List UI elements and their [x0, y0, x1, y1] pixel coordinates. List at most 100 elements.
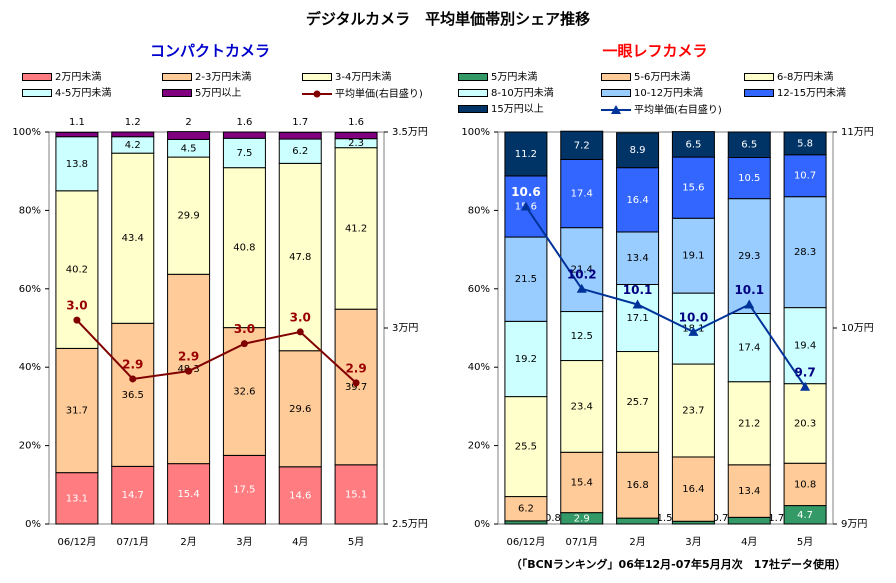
compact-bar-segment: [55, 472, 99, 525]
slr-data-label: 4.7: [797, 510, 813, 521]
legend-item: 5万円未満: [458, 72, 537, 84]
legend-swatch: [302, 73, 332, 81]
slr-avg-price-point: [688, 326, 699, 336]
legend-label: 6-8万円未満: [777, 72, 834, 83]
legend-swatch: [22, 89, 52, 97]
legend-item: 3-4万円未満: [302, 72, 391, 84]
compact-data-label: 1.2: [125, 117, 141, 128]
legend-swatch: [162, 73, 192, 81]
slr-data-label: 16.8: [626, 480, 648, 491]
legend-label: 12-15万円未満: [777, 88, 847, 99]
compact-bar-segment: [222, 131, 266, 139]
legend-item: 6-8万円未満: [744, 72, 833, 84]
compact-y2-tick-label: 2.5万円: [392, 519, 428, 530]
compact-data-label: 14.7: [122, 490, 144, 501]
compact-data-label: 1.6: [348, 117, 364, 128]
compact-avg-price-label: 2.9: [122, 357, 143, 371]
compact-bar-segment: [222, 137, 266, 169]
slr-data-label: 21.2: [738, 418, 760, 429]
slr-x-tick-label: 3月: [685, 536, 701, 548]
legend-swatch: [22, 73, 52, 81]
legend-line-marker: [302, 90, 332, 98]
slr-bar-segment: [616, 167, 660, 233]
compact-data-label: 1.1: [69, 117, 85, 128]
compact-avg-price-label: 2.9: [345, 361, 366, 375]
slr-x-tick-label: 07/1月: [566, 536, 598, 548]
slr-bar-segment: [727, 464, 771, 518]
slr-data-label: 19.1: [682, 251, 704, 262]
compact-bar-segment: [278, 162, 322, 352]
slr-data-label: 7.2: [574, 140, 590, 151]
slr-data-label: 29.3: [738, 251, 760, 262]
compact-plot-area: [48, 131, 385, 525]
slr-data-label: 23.7: [682, 406, 704, 417]
slr-bar-segment: [616, 132, 660, 169]
compact-bar-segment: [111, 322, 155, 467]
slr-y-tick-label: 80%: [468, 205, 490, 216]
legend-item: 5万円以上: [162, 88, 241, 100]
compact-bar-segment: [111, 152, 155, 324]
slr-data-label: 25.7: [626, 397, 648, 408]
slr-data-label: 6.2: [518, 504, 534, 515]
compact-bar-segment: [111, 131, 155, 138]
compact-x-tick-label: 5月: [348, 536, 364, 548]
compact-bar-segment: [167, 131, 211, 140]
compact-y-tick-label: 40%: [19, 362, 41, 373]
slr-avg-price-point: [800, 381, 811, 391]
slr-data-label: 15.6: [682, 183, 704, 194]
compact-y-tick-label: 100%: [12, 127, 41, 138]
compact-bar-segment: [278, 131, 322, 140]
compact-data-label: 13.1: [66, 493, 88, 504]
slr-data-label: 13.4: [626, 253, 648, 264]
slr-bar-segment: [504, 236, 548, 322]
slr-bar-segment: [783, 131, 827, 156]
compact-y-tick-label: 20%: [19, 441, 41, 452]
compact-avg-price-point: [129, 375, 137, 383]
slr-bar-segment: [504, 396, 548, 498]
legend-swatch: [601, 89, 631, 97]
slr-y-tick-label: 20%: [468, 441, 490, 452]
legend-label: 2万円未満: [55, 72, 102, 83]
compact-data-label: 32.6: [233, 387, 255, 398]
compact-data-label: 40.8: [233, 243, 255, 254]
compact-data-label: 29.6: [289, 404, 311, 415]
slr-bar-segment: [727, 156, 771, 200]
slr-data-label: 6.5: [741, 140, 757, 151]
slr-y-tick-label: 100%: [461, 127, 490, 138]
compact-avg-price-point: [296, 328, 304, 336]
compact-avg-price-label: 3.0: [234, 322, 255, 336]
compact-bar-segment: [55, 347, 99, 474]
compact-avg-price-point: [185, 367, 193, 375]
compact-y-tick-label: 0%: [25, 519, 41, 530]
slr-avg-price-label: 9.7: [794, 365, 815, 379]
compact-chart-subtitle: コンパクトカメラ: [149, 42, 270, 60]
slr-bar-segment: [783, 462, 827, 507]
compact-bar-segment: [167, 463, 211, 525]
legend-label: 3-4万円未満: [335, 72, 392, 83]
slr-y2-tick-label: 9万円: [841, 519, 867, 530]
slr-data-label: 16.4: [682, 484, 704, 495]
compact-data-label: 4.5: [181, 143, 197, 154]
compact-data-label: 39.7: [345, 382, 367, 393]
slr-avg-price-point: [632, 299, 643, 309]
compact-data-label: 4.2: [125, 140, 141, 151]
compact-bar-segment: [55, 131, 99, 138]
slr-x-tick-label: 06/12月: [507, 536, 546, 548]
slr-bar-segment: [616, 517, 660, 525]
compact-bar-segment: [222, 167, 266, 329]
slr-bar-segment: [504, 320, 548, 398]
legend-item: 2万円未満: [22, 72, 101, 84]
slr-bar-segment: [727, 516, 771, 525]
compact-legend: 2万円未満 2-3万円未満 3-4万円未満 4-5万円未満 5万円以上 平均単価(右目盛り…: [22, 72, 442, 112]
compact-data-label: 2.3: [348, 138, 364, 149]
compact-data-label: 36.5: [122, 390, 144, 401]
slr-bar-segment: [616, 283, 660, 353]
slr-data-label: 17.4: [571, 189, 593, 200]
slr-bar-segment: [560, 130, 604, 160]
data-source-note: （「BCNランキング」06年12月-07年5月月次 17社データ使用）: [510, 558, 846, 571]
slr-avg-price-label: 10.1: [734, 283, 764, 297]
compact-bar-segment: [222, 327, 266, 456]
compact-avg-price-label: 2.9: [178, 350, 199, 364]
slr-bar-segment: [671, 217, 715, 294]
slr-data-label: 21.4: [571, 265, 593, 276]
